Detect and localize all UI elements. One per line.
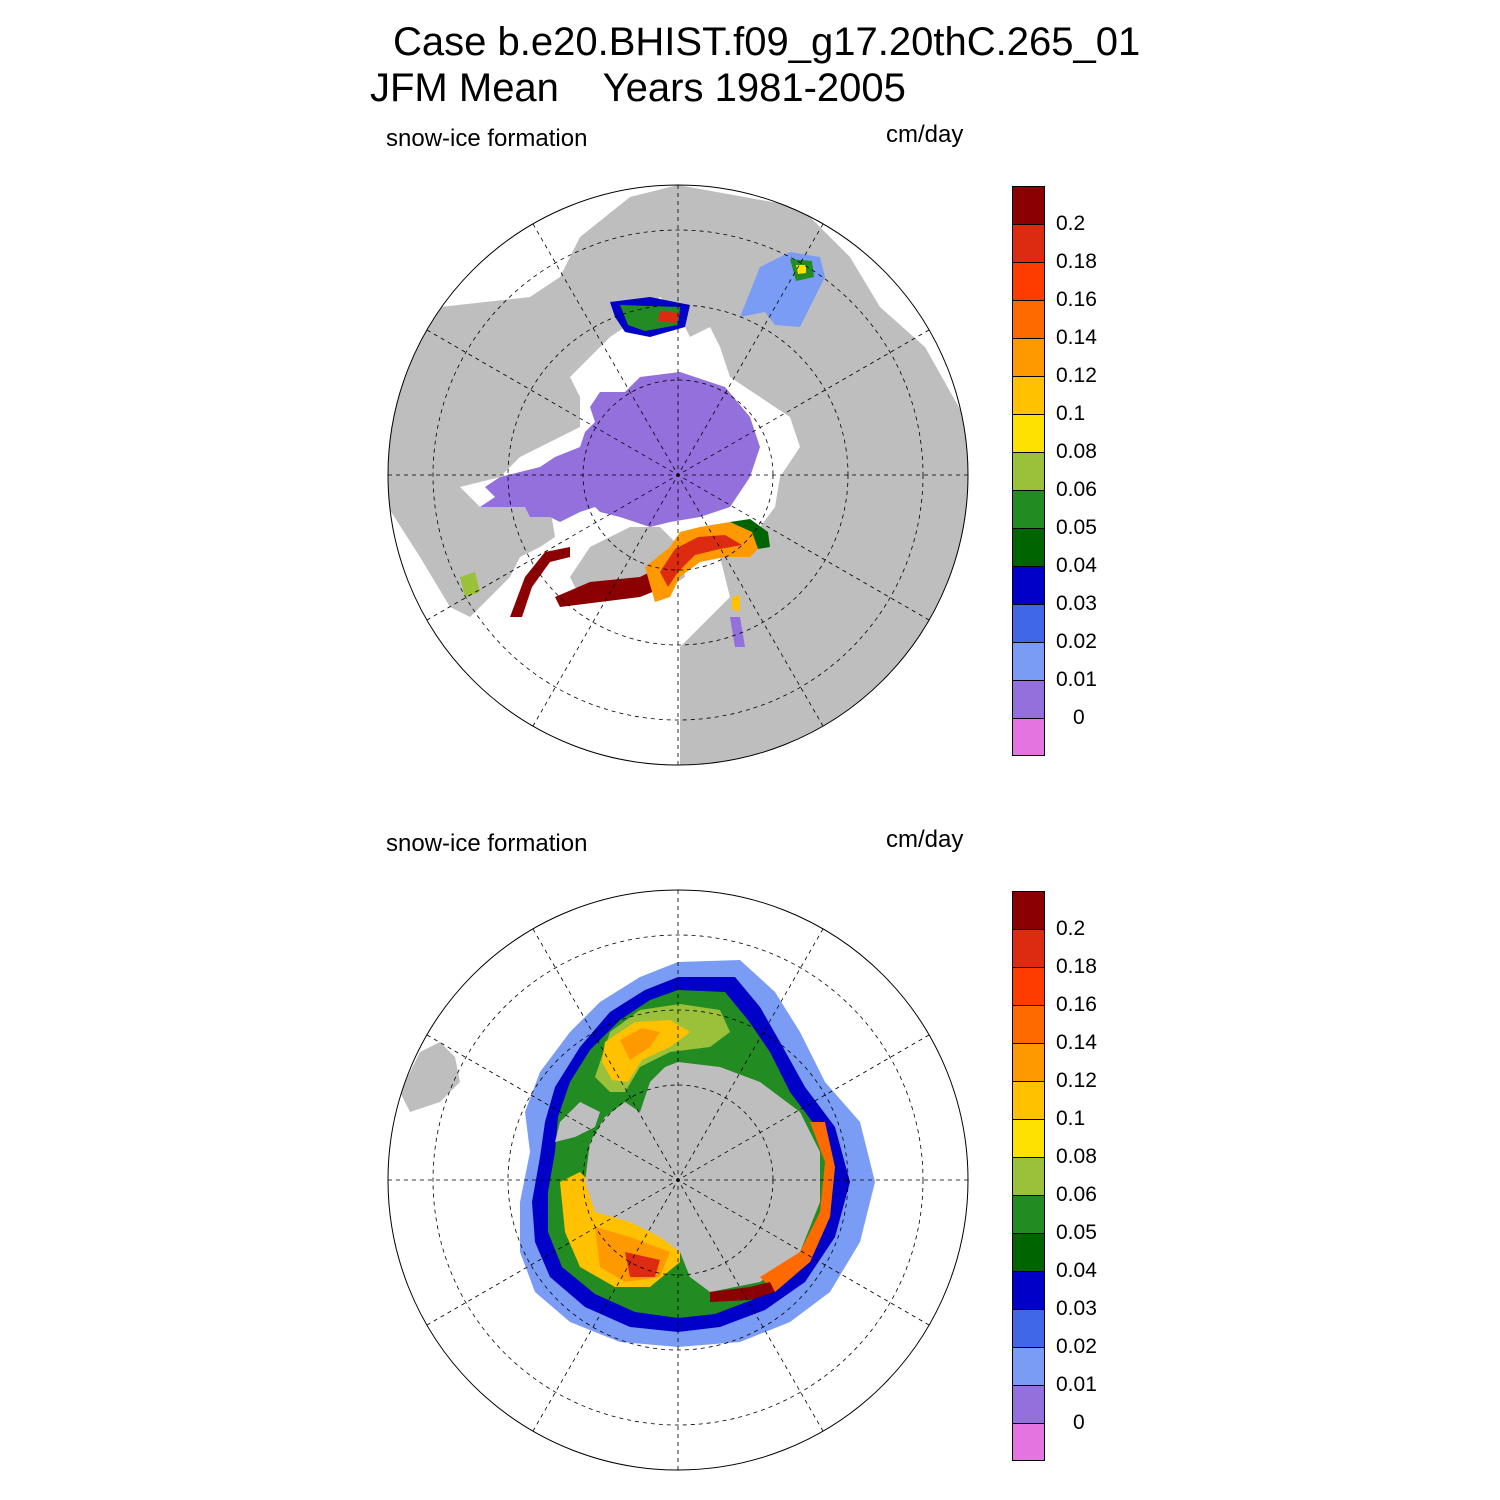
south-polar-map-svg (387, 889, 969, 1471)
south-colorbar-tick-label: 0.02 (1056, 1335, 1097, 1358)
north-colorbar-box (1012, 338, 1045, 376)
north-colorbar-box (1012, 414, 1045, 452)
south-colorbar-box (1012, 1347, 1045, 1385)
north-colorbar-tick-label: 0.01 (1056, 668, 1097, 691)
south-colorbar-tick-label: 0.03 (1056, 1297, 1097, 1320)
north-barents-edge (730, 519, 770, 549)
north-colorbar-box (1012, 224, 1045, 262)
south-land-antarctica (585, 1062, 820, 1292)
north-land-eurasia (678, 185, 968, 765)
north-colorbar-tick-label: 0.03 (1056, 592, 1097, 615)
north-labrador-band (510, 547, 570, 617)
north-colorbar-tick-label: 0.16 (1056, 288, 1097, 311)
north-colorbar-box (1012, 718, 1045, 756)
north-baltic-ice (730, 617, 745, 647)
south-colorbar-box (1012, 1119, 1045, 1157)
north-arctic-ice (480, 372, 760, 527)
south-colorbar-box (1012, 1309, 1045, 1347)
subtitle-period: JFM Mean Years 1981-2005 (370, 66, 906, 110)
south-colorbar-box (1012, 967, 1045, 1005)
north-colorbar-box (1012, 566, 1045, 604)
north-baltic-spot (732, 595, 740, 612)
south-variable-label: snow-ice formation (386, 830, 588, 857)
south-colorbar-tick-label: 0.2 (1056, 917, 1086, 940)
south-colorbar-tick-label: 0.08 (1056, 1145, 1097, 1168)
south-polar-map (380, 882, 980, 1482)
north-colorbar-box (1012, 528, 1045, 566)
south-land-peninsula (555, 1102, 600, 1142)
south-colorbar-box (1012, 1385, 1045, 1423)
south-colorbar-box (1012, 1081, 1045, 1119)
south-colorbar-tick-label: 0.14 (1056, 1031, 1097, 1054)
south-land-south-america (400, 1042, 460, 1112)
north-colorbar-box (1012, 186, 1045, 224)
north-colorbar-box (1012, 300, 1045, 338)
north-greenland-south-band (555, 567, 665, 607)
north-colorbar-tick-label: 0.05 (1056, 516, 1097, 539)
north-land-america (388, 185, 680, 617)
south-colorbar-tick-label: 0.1 (1056, 1107, 1086, 1130)
south-colorbar-box (1012, 1005, 1045, 1043)
north-bering-red (658, 311, 680, 323)
south-units-label: cm/day (886, 826, 964, 853)
south-colorbar-box (1012, 891, 1045, 929)
north-colorbar-tick-label: 0.06 (1056, 478, 1097, 501)
south-colorbar-box (1012, 1423, 1045, 1461)
south-colorbar-tick-label: 0.12 (1056, 1069, 1097, 1092)
main-title: Case b.e20.BHIST.f09_g17.20thC.265_01 (393, 20, 1141, 64)
north-colorbar-tick-label: 0.1 (1056, 402, 1086, 425)
north-okhotsk-yellow (796, 265, 806, 274)
north-colorbar-box (1012, 452, 1045, 490)
south-ice-orange-weddell (620, 1028, 660, 1060)
north-colorbar-box (1012, 642, 1045, 680)
south-colorbar-box (1012, 1043, 1045, 1081)
north-colorbar-tick-label: 0 (1073, 706, 1085, 729)
north-colorbar-tick-label: 0.08 (1056, 440, 1097, 463)
south-colorbar-box (1012, 929, 1045, 967)
south-colorbar-box (1012, 1271, 1045, 1309)
north-colorbar-tick-label: 0.2 (1056, 212, 1086, 235)
north-colorbar-box (1012, 604, 1045, 642)
north-variable-label: snow-ice formation (386, 125, 588, 152)
north-colorbar-tick-label: 0.12 (1056, 364, 1097, 387)
north-units-label: cm/day (886, 121, 964, 148)
south-colorbar-tick-label: 0.05 (1056, 1221, 1097, 1244)
south-colorbar-tick-label: 0 (1073, 1411, 1085, 1434)
south-colorbar-box (1012, 1157, 1045, 1195)
south-colorbar-box (1012, 1233, 1045, 1271)
south-colorbar-tick-label: 0.01 (1056, 1373, 1097, 1396)
south-colorbar-tick-label: 0.18 (1056, 955, 1097, 978)
north-colorbar-tick-label: 0.02 (1056, 630, 1097, 653)
south-colorbar-tick-label: 0.06 (1056, 1183, 1097, 1206)
north-polar-map (380, 177, 980, 777)
north-colorbar-box (1012, 490, 1045, 528)
south-colorbar-tick-label: 0.16 (1056, 993, 1097, 1016)
south-coast-band-east (760, 1122, 835, 1292)
north-hudson-spot (460, 572, 480, 597)
south-colorbar-box (1012, 1195, 1045, 1233)
south-ice-yellow-weddell (602, 1020, 690, 1082)
north-colorbar-box (1012, 262, 1045, 300)
north-barents-core (660, 535, 742, 587)
north-colorbar-box (1012, 680, 1045, 718)
north-polar-map-svg (387, 184, 969, 766)
south-colorbar-tick-label: 0.04 (1056, 1259, 1097, 1282)
north-colorbar-box (1012, 376, 1045, 414)
north-colorbar-tick-label: 0.04 (1056, 554, 1097, 577)
north-colorbar-tick-label: 0.14 (1056, 326, 1097, 349)
north-colorbar-tick-label: 0.18 (1056, 250, 1097, 273)
